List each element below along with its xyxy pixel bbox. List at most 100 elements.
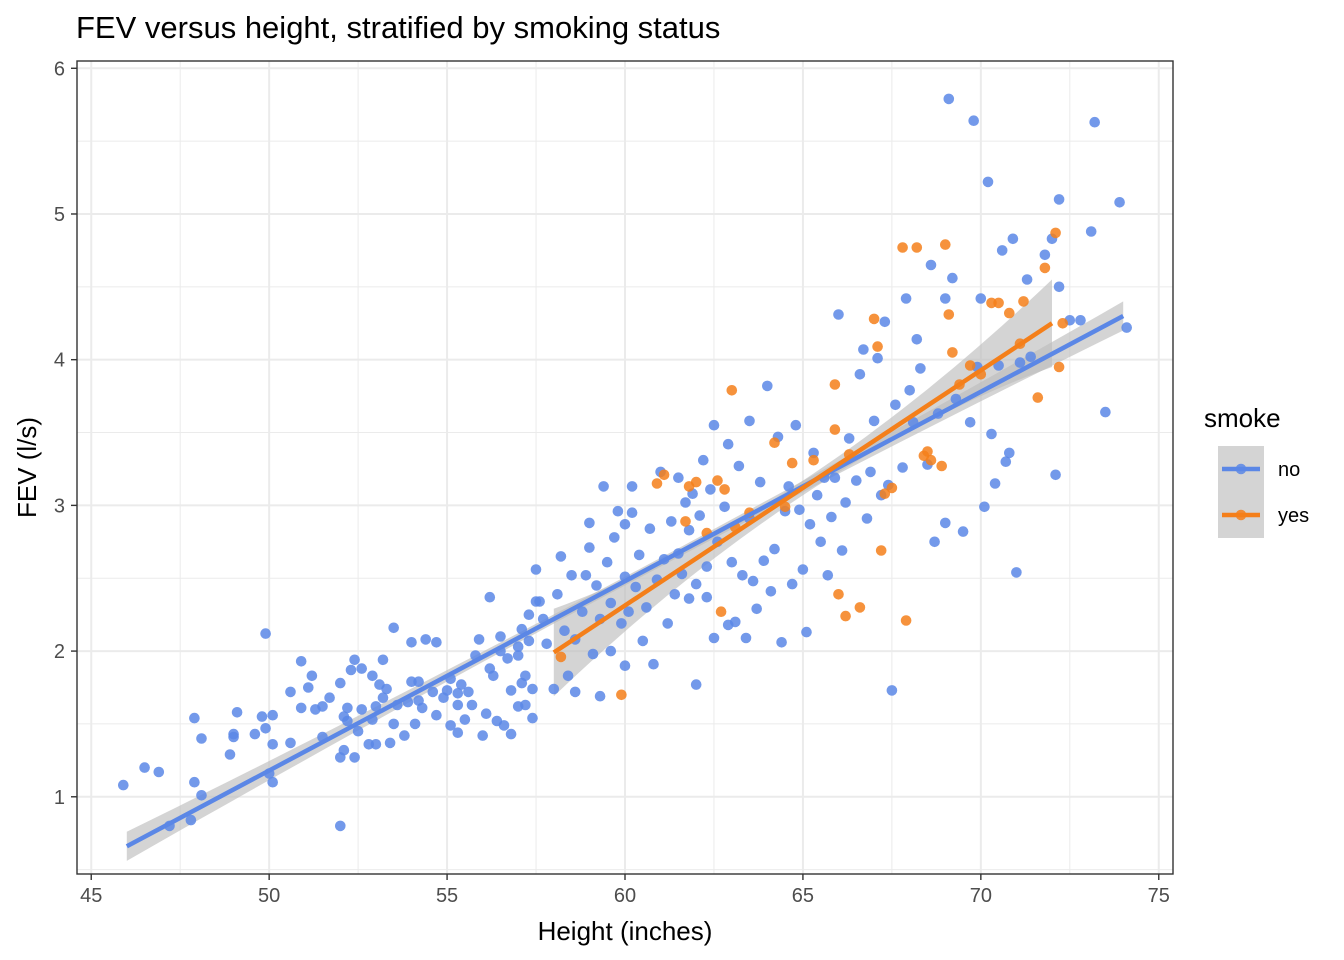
data-point-no bbox=[189, 712, 200, 724]
data-point-no bbox=[708, 419, 720, 431]
data-point-no bbox=[911, 334, 923, 345]
data-point-no bbox=[840, 497, 851, 508]
data-point-no bbox=[584, 542, 595, 553]
data-point-yes bbox=[616, 689, 627, 701]
data-point-no bbox=[516, 623, 528, 635]
data-point-no bbox=[349, 752, 360, 763]
data-point-no bbox=[851, 475, 862, 486]
y-tick-label: 2 bbox=[54, 641, 65, 663]
data-point-no bbox=[527, 683, 538, 695]
data-point-yes bbox=[719, 484, 730, 495]
data-point-no bbox=[580, 570, 592, 581]
data-point-yes bbox=[715, 606, 727, 617]
x-tick-label: 75 bbox=[1148, 885, 1170, 907]
data-point-no bbox=[925, 259, 937, 271]
data-point-no bbox=[957, 526, 969, 537]
data-point-no bbox=[833, 309, 844, 320]
data-point-no bbox=[523, 609, 535, 620]
data-point-yes bbox=[964, 360, 976, 371]
data-point-no bbox=[733, 460, 745, 472]
data-point-no bbox=[683, 524, 695, 536]
data-point-no bbox=[441, 685, 453, 696]
data-point-yes bbox=[925, 454, 937, 466]
data-point-no bbox=[822, 570, 834, 581]
data-point-no bbox=[452, 727, 464, 738]
data-point-no bbox=[591, 580, 602, 591]
data-point-no bbox=[751, 603, 762, 615]
data-point-no bbox=[1085, 226, 1097, 237]
data-point-no bbox=[758, 555, 770, 566]
data-point-no bbox=[872, 352, 883, 364]
data-point-no bbox=[897, 462, 908, 473]
data-point-no bbox=[324, 692, 335, 703]
data-point-no bbox=[377, 654, 389, 666]
data-point-no bbox=[1121, 322, 1132, 333]
data-point-no bbox=[317, 701, 328, 712]
data-point-yes bbox=[808, 454, 819, 466]
legend-point-no bbox=[1235, 463, 1247, 475]
data-point-no bbox=[577, 606, 588, 617]
data-point-no bbox=[285, 737, 296, 749]
data-point-no bbox=[669, 589, 681, 600]
data-point-no bbox=[505, 685, 517, 696]
data-point-no bbox=[356, 704, 368, 715]
data-point-no bbox=[488, 670, 499, 682]
data-point-no bbox=[708, 632, 720, 644]
data-point-no bbox=[854, 369, 866, 380]
data-point-no bbox=[940, 517, 951, 529]
data-point-no bbox=[548, 683, 560, 695]
data-point-yes bbox=[786, 457, 798, 469]
data-point-no bbox=[502, 653, 513, 664]
fit-lines bbox=[125, 313, 1125, 849]
data-point-no bbox=[427, 686, 439, 698]
data-point-no bbox=[644, 523, 656, 534]
data-point-no bbox=[690, 679, 702, 690]
data-point-yes bbox=[936, 460, 947, 472]
data-point-yes bbox=[1032, 392, 1044, 403]
legend-label-yes: yes bbox=[1278, 505, 1309, 527]
data-point-no bbox=[189, 776, 200, 788]
data-point-yes bbox=[779, 501, 791, 513]
data-point-no bbox=[662, 618, 673, 629]
data-point-no bbox=[477, 730, 489, 741]
data-point-no bbox=[964, 417, 976, 428]
data-point-no bbox=[267, 776, 279, 788]
data-point-no bbox=[559, 625, 570, 636]
chart-title: FEV versus height, stratified by smoking… bbox=[76, 10, 720, 45]
data-point-no bbox=[384, 737, 396, 749]
data-point-no bbox=[968, 115, 979, 126]
x-tick-label: 65 bbox=[792, 885, 814, 907]
data-point-yes bbox=[872, 341, 883, 352]
data-point-no bbox=[705, 484, 716, 495]
data-point-no bbox=[594, 690, 606, 702]
data-point-no bbox=[228, 731, 239, 743]
data-point-no bbox=[1021, 274, 1033, 285]
data-point-no bbox=[836, 545, 848, 556]
data-point-no bbox=[1075, 315, 1086, 326]
data-point-yes bbox=[993, 297, 1004, 309]
data-point-no bbox=[356, 663, 368, 674]
data-point-no bbox=[811, 489, 823, 501]
data-point-no bbox=[666, 516, 677, 527]
data-point-no bbox=[267, 739, 279, 750]
data-point-no bbox=[587, 648, 599, 660]
data-point-no bbox=[737, 570, 748, 581]
data-point-no bbox=[338, 744, 350, 756]
data-point-no bbox=[915, 363, 926, 374]
data-point-no bbox=[726, 556, 738, 568]
data-point-no bbox=[769, 543, 780, 555]
data-point-no bbox=[609, 532, 620, 543]
data-point-no bbox=[1114, 197, 1125, 208]
data-point-no bbox=[929, 536, 940, 548]
data-point-no bbox=[619, 660, 631, 671]
data-point-yes bbox=[875, 545, 887, 556]
data-point-yes bbox=[947, 347, 958, 358]
data-point-no bbox=[352, 725, 364, 737]
data-point-no bbox=[804, 519, 816, 530]
y-axis-title: FEV (l/s) bbox=[12, 417, 42, 518]
data-point-yes bbox=[943, 309, 955, 320]
data-point-no bbox=[698, 454, 709, 466]
data-point-yes bbox=[658, 469, 670, 481]
data-point-no bbox=[445, 720, 456, 731]
